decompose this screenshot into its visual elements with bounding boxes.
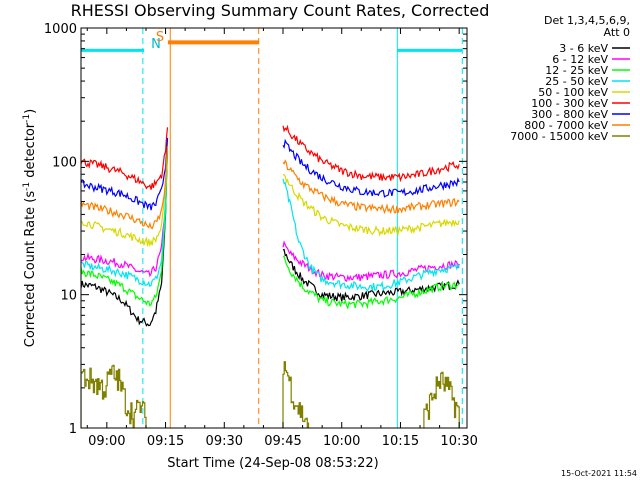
x-tick-label-4: 09:45 xyxy=(264,434,301,449)
y-tick-label-3: 100 xyxy=(52,155,77,170)
y-axis-label: Corrected Count Rate (s-1 detector-1) xyxy=(22,109,38,347)
plot-frame xyxy=(80,27,468,429)
y-tick-label-2: 10 xyxy=(60,289,77,304)
series-9-trace-3 xyxy=(423,371,460,428)
series-6 xyxy=(81,124,460,190)
series-3-trace-1 xyxy=(81,146,169,307)
legend-label-5: 50 - 100 keV xyxy=(538,86,608,99)
y-tick-label-4: 1000 xyxy=(44,22,77,37)
series-4-trace-2 xyxy=(282,178,460,292)
chart-title: RHESSI Observing Summary Count Rates, Co… xyxy=(71,1,490,20)
y-axis-label-mid: detector xyxy=(23,122,38,182)
y-axis-label-sup1: -1 xyxy=(22,182,32,191)
x-axis: 09:00 09:15 09:30 09:45 10:00 10:15 10:30 xyxy=(86,28,478,449)
x-tick-label-3: 09:30 xyxy=(206,434,243,449)
legend-label-4: 25 - 50 keV xyxy=(545,75,608,88)
series-9-trace-1 xyxy=(81,364,147,428)
series-9 xyxy=(81,361,460,428)
legend-label-8: 800 - 7000 keV xyxy=(524,119,608,132)
x-tick-label-7: 10:30 xyxy=(440,434,477,449)
series-5 xyxy=(81,141,460,248)
series-7 xyxy=(81,137,460,211)
timestamp: 15-Oct-2021 11:54 xyxy=(561,469,637,478)
x-tick-label-2: 09:15 xyxy=(147,434,184,449)
y-axis-label-main: Corrected Count Rate (s xyxy=(23,191,38,348)
series-3-trace-2 xyxy=(282,255,460,310)
series-7-trace-2 xyxy=(282,138,460,198)
legend-label-6: 100 - 300 keV xyxy=(531,97,608,110)
saa-label: S xyxy=(156,30,164,45)
legend-label-3: 12 - 25 keV xyxy=(545,64,608,77)
series-8-trace-2 xyxy=(282,159,460,215)
legend-label-9: 7000 - 15000 keV xyxy=(510,130,608,143)
y-axis: 1 10 100 1000 xyxy=(44,22,467,437)
plot-area xyxy=(81,28,463,428)
series-5-trace-2 xyxy=(283,174,460,237)
legend-label-2: 6 - 12 keV xyxy=(552,53,608,66)
series-2-trace-1 xyxy=(81,137,169,278)
x-tick-label-5: 10:00 xyxy=(323,434,360,449)
legend-label-1: 3 - 6 keV xyxy=(559,42,608,55)
series-1-trace-1 xyxy=(81,150,169,327)
x-tick-label-6: 10:15 xyxy=(382,434,419,449)
y-tick-label-1: 1 xyxy=(69,422,77,437)
markers-layer xyxy=(81,28,463,428)
series-3 xyxy=(81,146,460,310)
series-8-trace-1 xyxy=(81,146,169,230)
series-6-trace-2 xyxy=(282,124,460,183)
night-label: N xyxy=(151,37,161,52)
series-6-trace-1 xyxy=(81,127,169,190)
x-axis-label: Start Time (24-Sep-08 08:53:22) xyxy=(167,456,378,471)
series-4 xyxy=(81,141,460,292)
y-axis-label-end: ) xyxy=(23,109,38,114)
series-5-trace-1 xyxy=(81,141,169,248)
series-layer xyxy=(81,124,460,428)
legend-header-2: Att 0 xyxy=(604,26,630,39)
series-7-trace-1 xyxy=(81,137,169,211)
y-axis-label-sup2: -1 xyxy=(22,114,32,123)
legend-label-7: 300 - 800 keV xyxy=(531,108,608,121)
series-9-trace-2 xyxy=(282,361,310,428)
legend-header-1: Det 1,3,4,5,6,9, xyxy=(544,14,630,27)
series-4-trace-1 xyxy=(81,141,169,288)
series-8 xyxy=(81,146,460,230)
x-tick-label-1: 09:00 xyxy=(88,434,125,449)
